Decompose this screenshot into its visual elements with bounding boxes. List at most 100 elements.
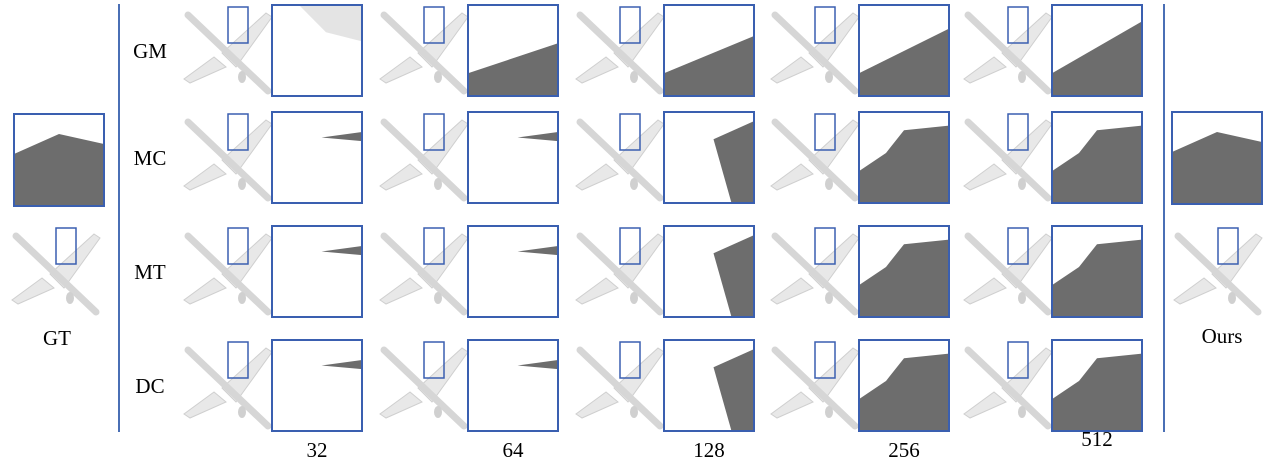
engine [66, 292, 74, 304]
engine [434, 71, 442, 83]
airplane [184, 7, 272, 91]
engine [434, 292, 442, 304]
zoom-bg [272, 112, 362, 203]
airplane [964, 114, 1052, 198]
wing [964, 57, 1006, 83]
airplane [771, 7, 859, 91]
engine [825, 406, 833, 418]
airplane [771, 114, 859, 198]
column-label: 32 [307, 438, 328, 462]
engine [825, 178, 833, 190]
engine [238, 292, 246, 304]
zoom-view [272, 112, 362, 203]
airplane [1174, 228, 1262, 312]
engine [238, 406, 246, 418]
engine [1018, 292, 1026, 304]
wing [380, 278, 422, 304]
zoom-view [859, 112, 949, 203]
zoom-view [859, 226, 949, 317]
airplane [184, 342, 272, 426]
wing [771, 57, 813, 83]
airplane [964, 7, 1052, 91]
row-label: DC [135, 374, 164, 398]
zoom-view [1052, 5, 1142, 96]
wing [964, 164, 1006, 190]
zoom-view [468, 226, 558, 317]
airplane [380, 7, 468, 91]
wing [964, 392, 1006, 418]
zoom-bg [468, 340, 558, 431]
engine [238, 178, 246, 190]
airplane [184, 228, 272, 312]
airplane [576, 342, 664, 426]
zoom-view [1052, 226, 1142, 317]
engine [630, 71, 638, 83]
wing [184, 164, 226, 190]
wing [1174, 278, 1216, 304]
wing [771, 278, 813, 304]
row-label: MT [134, 260, 166, 284]
zoom-view [1052, 112, 1142, 203]
wing [380, 57, 422, 83]
zoom-view [859, 5, 949, 96]
airplane [771, 342, 859, 426]
zoom-view [664, 112, 754, 203]
wing [184, 57, 226, 83]
zoom-bg [272, 226, 362, 317]
engine [825, 292, 833, 304]
wing [576, 164, 618, 190]
zoom-view [272, 226, 362, 317]
zoom-view [859, 340, 949, 431]
zoom-bg [468, 112, 558, 203]
zoom-bg [272, 340, 362, 431]
engine [238, 71, 246, 83]
zoom-view [468, 112, 558, 203]
column-label: 128 [693, 438, 725, 462]
gt-label: GT [43, 326, 71, 350]
row-label: GM [133, 39, 167, 63]
airplane [380, 342, 468, 426]
engine [630, 292, 638, 304]
airplane [184, 114, 272, 198]
zoom-view [468, 5, 558, 96]
zoom-view [272, 5, 362, 96]
zoom-view [664, 5, 754, 96]
column-label: 512 [1081, 427, 1113, 451]
row-label: MC [134, 146, 167, 170]
ours-label: Ours [1202, 324, 1243, 348]
zoom-view [272, 340, 362, 431]
wing [964, 278, 1006, 304]
airplane [380, 228, 468, 312]
surface [14, 134, 104, 206]
column-label: 64 [503, 438, 525, 462]
wing [12, 278, 54, 304]
engine [434, 406, 442, 418]
wing [576, 392, 618, 418]
engine [825, 71, 833, 83]
wing [184, 392, 226, 418]
airplane [964, 228, 1052, 312]
wing [771, 164, 813, 190]
airplane [576, 228, 664, 312]
wing [771, 392, 813, 418]
airplane [964, 342, 1052, 426]
column-label: 256 [888, 438, 920, 462]
zoom-view [14, 114, 104, 206]
zoom-bg [468, 226, 558, 317]
wing [184, 278, 226, 304]
wing [576, 278, 618, 304]
zoom-view [664, 340, 754, 431]
airplane [771, 228, 859, 312]
airplane [12, 228, 100, 312]
zoom-view [1052, 340, 1142, 431]
figure: GT Ours GM MC MT DC 32 64 128 256 512 [0, 0, 1274, 467]
engine [1018, 178, 1026, 190]
engine [1018, 71, 1026, 83]
wing [380, 164, 422, 190]
airplane [380, 114, 468, 198]
zoom-view [664, 226, 754, 317]
engine [434, 178, 442, 190]
engine [1228, 292, 1236, 304]
wing [380, 392, 422, 418]
zoom-view [468, 340, 558, 431]
